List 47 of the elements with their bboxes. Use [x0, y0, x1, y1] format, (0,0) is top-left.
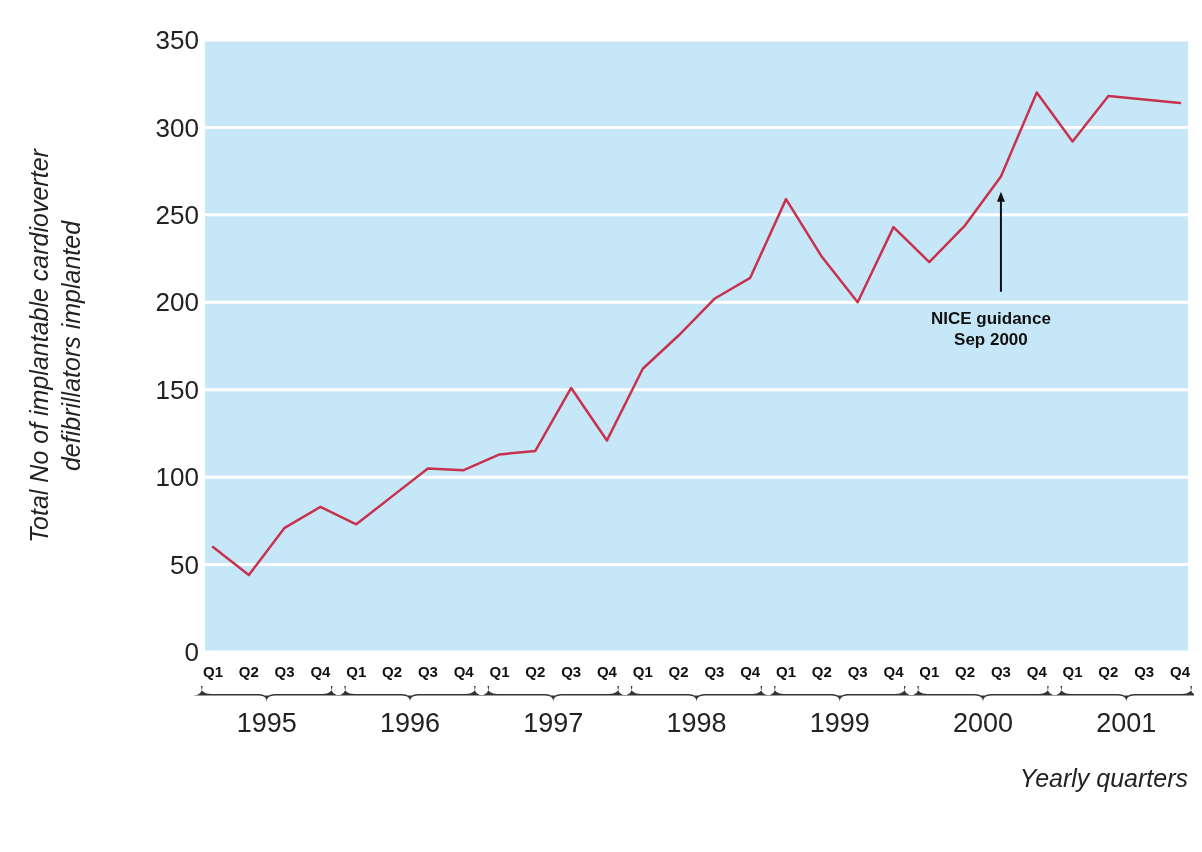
x-tick-label: Q4 — [310, 663, 332, 680]
x-tick-label: Q1 — [776, 663, 797, 680]
text: 1998 — [666, 708, 727, 738]
annotation: NICE guidance Sep 2000 — [930, 309, 1051, 350]
x-tick-label: Q4 — [740, 663, 761, 680]
x-tick-label: Q3 — [847, 663, 868, 680]
text: 2001 — [1096, 708, 1157, 738]
text: 1997 — [523, 708, 584, 738]
y-tick-label: 100 — [155, 462, 199, 493]
y-tick-label: 150 — [155, 374, 199, 405]
x-tick-label: Q1 — [632, 663, 653, 680]
x-tick-label: Q1 — [919, 663, 940, 680]
text: 1996 — [379, 708, 441, 738]
y-tick-label: 50 — [170, 549, 199, 580]
x-tick-label: Q3 — [990, 663, 1011, 680]
x-tick-label: Q1 — [489, 663, 510, 680]
x-tick-label: Q3 — [561, 663, 582, 680]
x-tick-label: Q2 — [955, 663, 976, 680]
x-tick-label: Q4 — [453, 663, 475, 680]
x-tick-label: Q2 — [382, 663, 403, 680]
x-tick-label: Q4 — [1026, 663, 1048, 680]
x-tick-label: Q2 — [238, 663, 259, 680]
x-tick-label: Q2 — [525, 663, 546, 680]
y-tick-label: 200 — [155, 287, 199, 318]
y-tick-label: 350 — [155, 25, 199, 56]
x-tick-label: Q1 — [202, 663, 224, 680]
y-axis-title: Total No of implantable cardioverter defibrillators implanted — [25, 147, 85, 543]
x-tick-label: Q4 — [1169, 663, 1191, 680]
text: 1995 — [236, 708, 297, 738]
text: 1999 — [809, 708, 870, 738]
x-tick-label: Q1 — [346, 663, 367, 680]
y-tick-label: 300 — [155, 112, 199, 143]
x-tick-label: Q1 — [1062, 663, 1083, 680]
text: 2000 — [952, 708, 1014, 738]
x-tick-label: Q3 — [1134, 663, 1155, 680]
y-tick-label: 0 — [184, 637, 199, 668]
y-tick-label: 250 — [155, 199, 199, 230]
x-axis-title: Yearly quarters — [1019, 764, 1188, 792]
x-tick-label: Q2 — [811, 663, 832, 680]
x-tick-label: Q4 — [596, 663, 618, 680]
x-tick-label: Q3 — [417, 663, 438, 680]
x-tick-label: Q3 — [704, 663, 725, 680]
x-tick-label: Q2 — [668, 663, 689, 680]
line-series — [211, 91, 1182, 577]
x-tick-label: Q3 — [274, 663, 295, 680]
x-tick-label: Q2 — [1098, 663, 1119, 680]
x-tick-label: Q4 — [883, 663, 905, 680]
